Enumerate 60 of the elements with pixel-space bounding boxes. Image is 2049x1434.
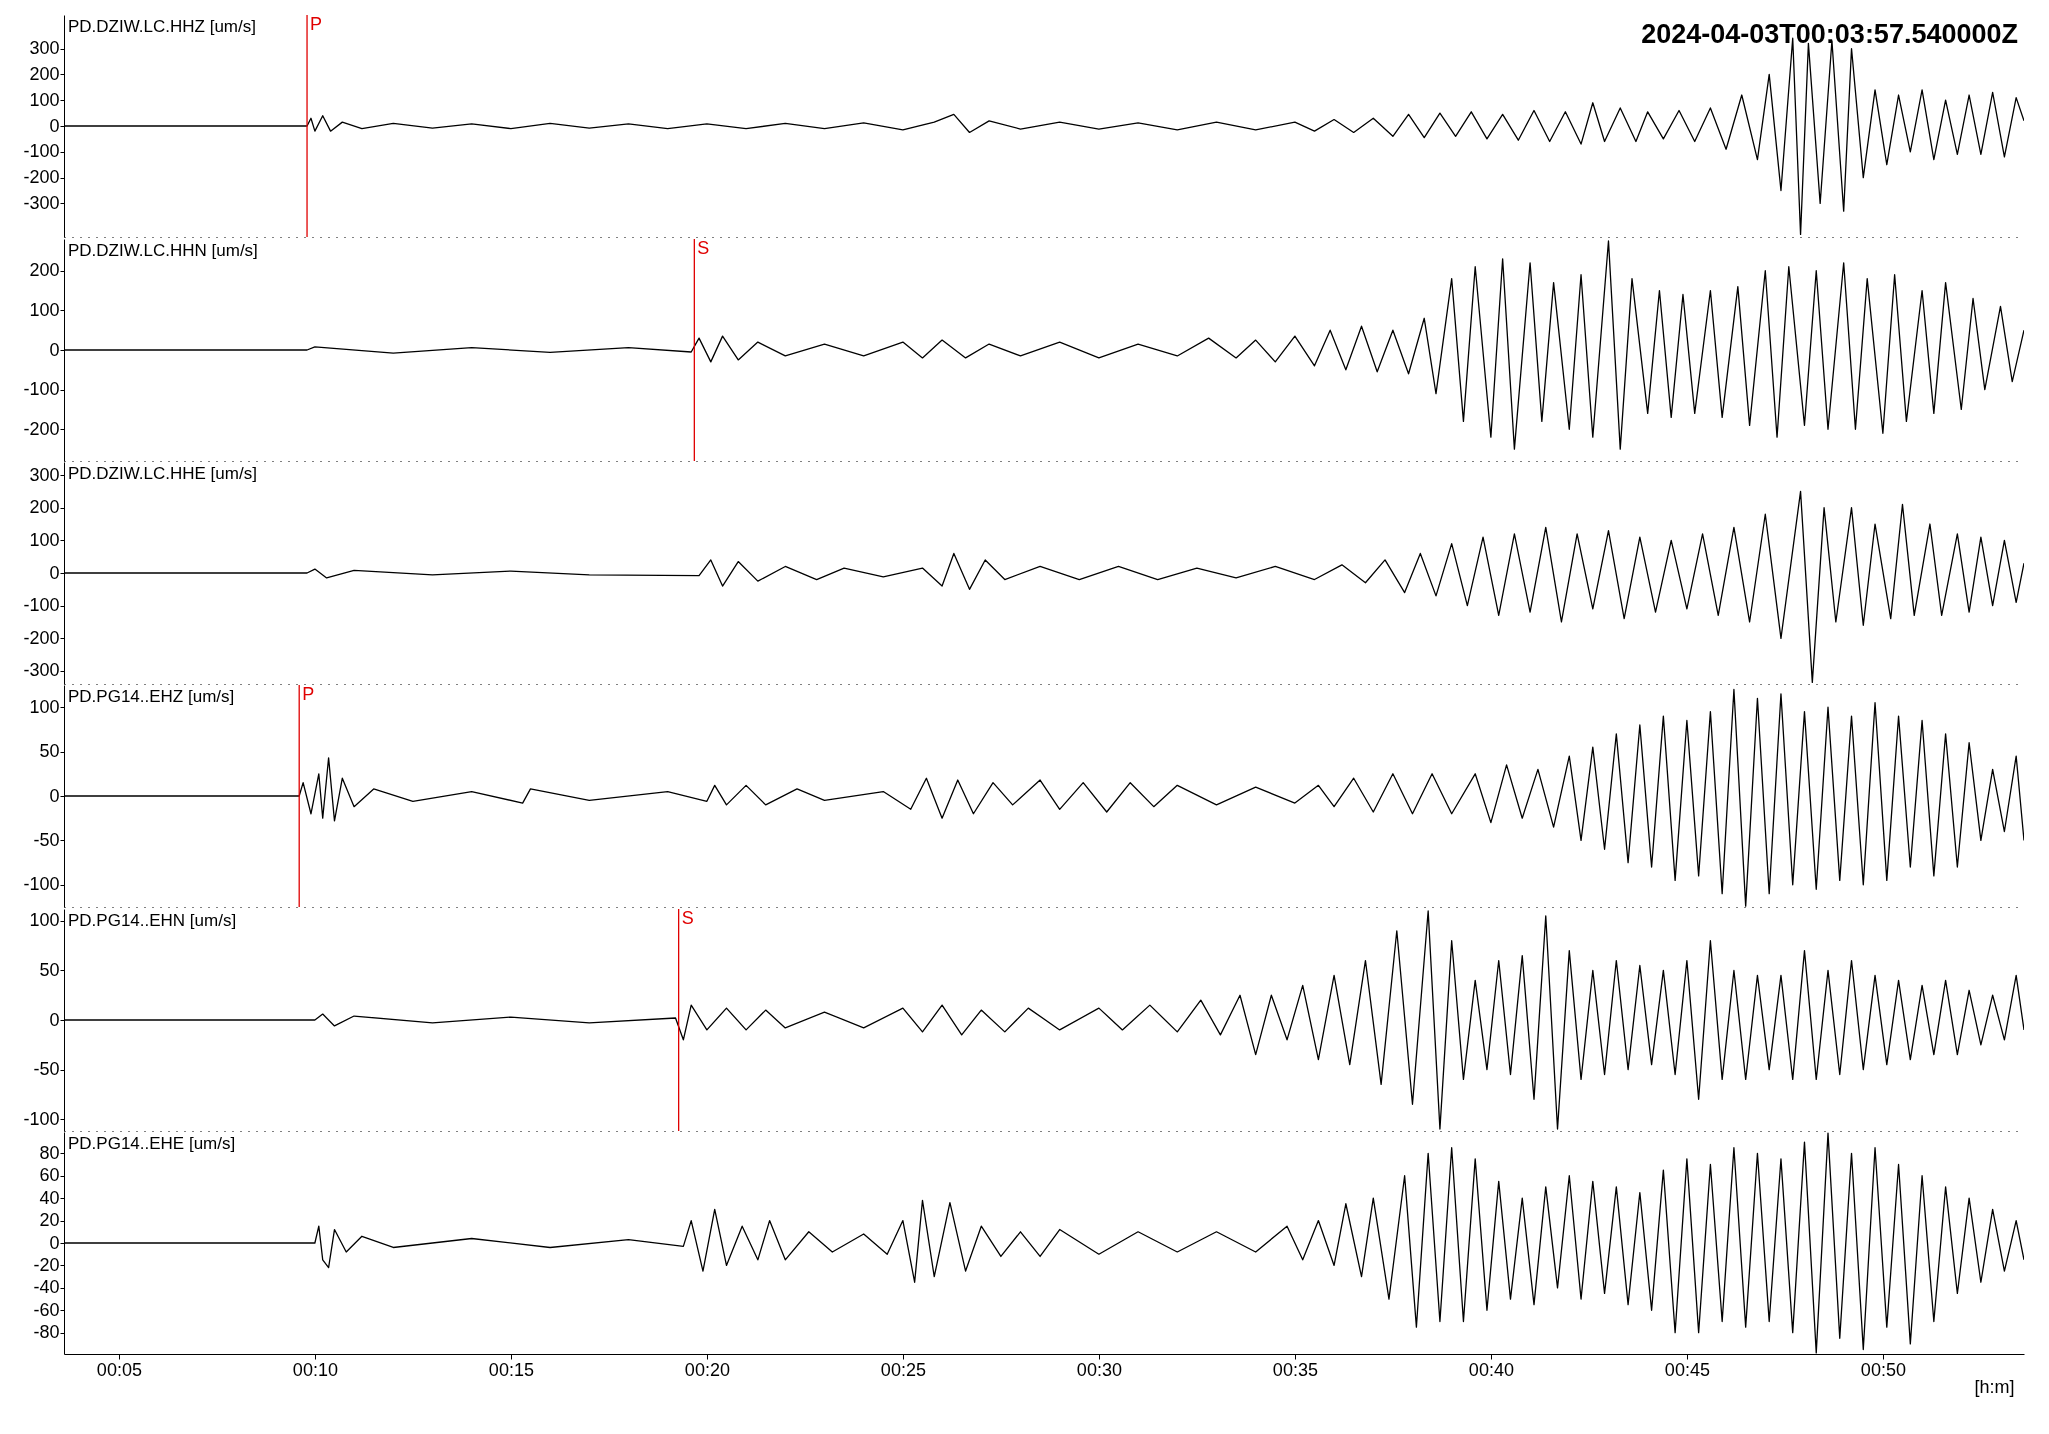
y-tick-label: 0 [49,115,60,136]
y-tick-label: 300 [29,464,60,485]
y-tick-label: -100 [23,141,60,162]
chart-title: PD.PG14..EHN [um/s] [68,911,237,930]
ref-line-label: S [681,908,694,928]
x-tick-label: 00:20 [684,1359,730,1380]
y-tick-label: 50 [39,741,60,762]
chart-title: PD.DZIW.LC.HHZ [um/s] [68,17,256,36]
y-tick-label: 100 [29,696,60,717]
y-tick-label: 200 [29,260,60,281]
x-tick-label: 00:35 [1272,1359,1318,1380]
y-tick-label: -50 [33,1059,60,1080]
y-tick-label: -100 [23,874,60,895]
y-tick-label: -300 [23,192,60,213]
x-tick-label: 00:30 [1076,1359,1122,1380]
y-tick-label: 0 [49,562,60,583]
y-tick-label: -200 [23,167,60,188]
chart-title: PD.PG14..EHE [um/s] [68,1134,236,1153]
x-tick-label: 00:10 [292,1359,338,1380]
y-tick-label: 20 [39,1210,60,1231]
y-tick-label: -50 [33,829,60,850]
y-tick-label: 80 [39,1142,60,1163]
y-tick-label: 200 [29,497,60,518]
y-tick-label: -200 [23,418,60,439]
y-tick-label: 0 [49,1009,60,1030]
y-tick-label: 200 [29,63,60,84]
y-tick-label: 100 [29,910,60,931]
y-tick-label: -100 [23,1108,60,1129]
y-tick-label: -100 [23,595,60,616]
chart-title: PD.DZIW.LC.HHN [um/s] [68,241,258,260]
ref-line-label: P [310,14,323,34]
y-tick-label: 40 [39,1187,60,1208]
y-tick-label: -300 [23,660,60,681]
y-tick-label: 0 [49,785,60,806]
y-tick-label: -80 [33,1322,60,1343]
y-tick-label: 100 [29,89,60,110]
x-tick-label: 00:50 [1860,1359,1906,1380]
y-tick-label: 0 [49,1232,60,1253]
chart-title: PD.PG14..EHZ [um/s] [68,687,235,706]
y-tick-label: 60 [39,1165,60,1186]
x-axis-title: [h:m] [1974,1376,2015,1397]
y-tick-label: 50 [39,959,60,980]
x-tick-label: 00:25 [880,1359,926,1380]
y-tick-label: -100 [23,379,60,400]
y-tick-label: -200 [23,627,60,648]
y-tick-label: 100 [29,529,60,550]
x-tick-label: 00:05 [96,1359,142,1380]
y-tick-label: -60 [33,1299,60,1320]
ref-line-label: P [302,684,315,704]
ref-line-label: S [697,238,710,258]
x-tick-label: 00:40 [1468,1359,1514,1380]
y-tick-label: -20 [33,1254,60,1275]
x-tick-label: 00:45 [1664,1359,1710,1380]
y-tick-label: 300 [29,38,60,59]
y-tick-label: 0 [49,339,60,360]
annotation: 2024-04-03T00:03:57.540000Z [1641,19,2018,49]
chart-title: PD.DZIW.LC.HHE [um/s] [68,464,257,483]
y-tick-label: 100 [29,299,60,320]
x-tick-label: 00:15 [488,1359,534,1380]
y-tick-label: -40 [33,1277,60,1298]
